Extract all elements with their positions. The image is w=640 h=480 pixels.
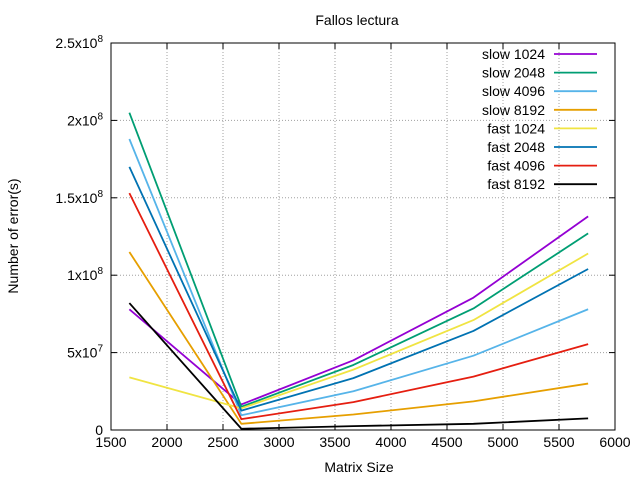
- legend-label: fast 4096: [487, 158, 545, 174]
- series-line: [128, 192, 589, 421]
- chart-title: Fallos lectura: [315, 12, 398, 28]
- grid-lines: [111, 43, 615, 430]
- legend-label: slow 2048: [482, 65, 545, 81]
- series-line: [128, 112, 589, 408]
- y-axis-ticks: 0 5x107 1x108 1.5x108 2x108 2.5x108: [55, 34, 615, 438]
- legend-label: slow 1024: [482, 46, 545, 62]
- x-tick-label: 1500: [95, 434, 126, 450]
- legend-label: fast 1024: [487, 120, 545, 136]
- plot-frame: [110, 42, 616, 431]
- x-tick-label: 3000: [263, 434, 294, 450]
- y-tick-label: 5x107: [67, 344, 103, 361]
- legend-label: slow 8192: [482, 102, 545, 118]
- series-lines: [128, 112, 589, 430]
- x-tick-label: 5000: [487, 434, 518, 450]
- y-tick-label: 2.5x108: [55, 34, 103, 51]
- series-line: [128, 166, 589, 412]
- x-tick-label: 4000: [375, 434, 406, 450]
- y-tick-label: 1x108: [67, 266, 103, 283]
- legend-label: slow 4096: [482, 83, 545, 99]
- legend: slow 1024 slow 2048 slow 4096 slow 8192 fast…: [482, 46, 597, 192]
- series-line: [128, 215, 589, 406]
- x-tick-label: 3500: [319, 434, 350, 450]
- x-tick-label: 2000: [151, 434, 182, 450]
- x-tick-label: 5500: [543, 434, 574, 450]
- legend-label: fast 2048: [487, 139, 545, 155]
- series-line: [128, 251, 589, 425]
- legend-label: fast 8192: [487, 176, 545, 192]
- y-axis-label: Number of error(s): [5, 178, 21, 293]
- x-tick-label: 2500: [207, 434, 238, 450]
- x-tick-label: 6000: [599, 434, 630, 450]
- y-tick-label: 2x108: [67, 111, 103, 128]
- y-tick-label: 1.5x108: [55, 189, 103, 206]
- x-axis-ticks: 1500 2000 2500 3000 3500 4000 4500 5000 5500 6000: [95, 43, 631, 450]
- series-line: [128, 138, 589, 417]
- x-tick-label: 4500: [431, 434, 462, 450]
- series-line: [129, 252, 589, 410]
- x-axis-label: Matrix Size: [324, 459, 393, 475]
- plot-border: [110, 42, 616, 431]
- y-tick-label: 0: [95, 422, 103, 438]
- series-line: [128, 302, 589, 430]
